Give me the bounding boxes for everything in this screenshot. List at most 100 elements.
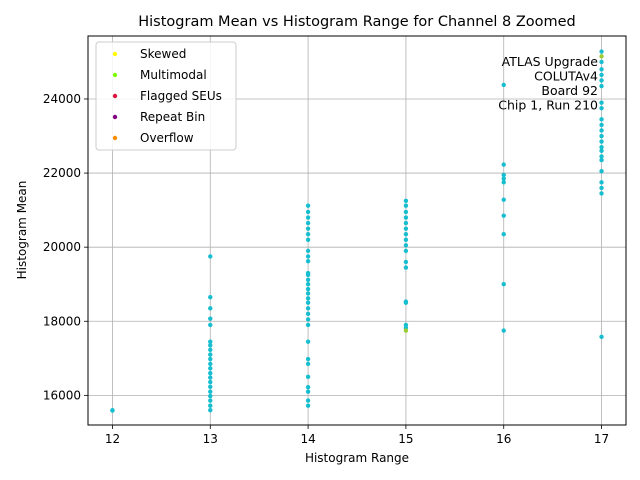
data-point [501, 176, 506, 181]
data-point [208, 407, 213, 413]
data-point [501, 180, 506, 185]
data-point [403, 328, 409, 333]
data-point [501, 162, 506, 167]
data-point [305, 339, 311, 344]
data-point [403, 209, 409, 215]
data-point [305, 259, 311, 264]
x-axis-label: Histogram Range [305, 451, 409, 465]
plot-frame [87, 35, 627, 426]
y-axis-ticks: 16000 18000 20000 22000 24000 [43, 92, 88, 402]
data-point [599, 180, 604, 185]
data-point [403, 265, 409, 270]
legend-marker [112, 51, 118, 57]
data-point [599, 144, 604, 150]
data-point [599, 154, 604, 159]
data-point [403, 259, 409, 265]
data-points [110, 49, 604, 413]
x-tick-label: 15 [398, 432, 413, 446]
data-point [599, 148, 604, 154]
annotation-line: COLUTAv4 [534, 69, 598, 84]
data-point [208, 398, 213, 403]
data-point [599, 157, 604, 163]
data-point [208, 361, 213, 367]
data-point [208, 347, 213, 352]
legend-marker [112, 72, 118, 78]
legend-box [95, 41, 237, 151]
data-point [599, 122, 604, 128]
data-point [501, 172, 506, 178]
x-tick-label: 14 [300, 432, 315, 446]
data-point [305, 203, 311, 208]
data-point [305, 306, 311, 311]
data-point [305, 215, 311, 220]
data-point [501, 197, 506, 202]
legend: Skewed Multimodal Flagged SEUs Repeat Bin Ov… [95, 41, 237, 151]
annotation-line: ATLAS Upgrade [502, 54, 599, 69]
legend-entry: Flagged SEUs [140, 89, 222, 103]
x-tick-label: 16 [496, 432, 511, 446]
data-point [599, 133, 604, 139]
x-tick-label: 13 [203, 432, 218, 446]
data-point [208, 343, 213, 348]
data-point [305, 209, 311, 215]
data-point [208, 322, 213, 328]
data-point [305, 322, 311, 328]
data-point [208, 393, 213, 399]
legend-marker [112, 93, 118, 99]
data-point [599, 117, 604, 122]
data-point [208, 384, 213, 390]
data-point [501, 82, 506, 88]
data-point [208, 375, 213, 380]
data-point [599, 54, 604, 59]
data-point [403, 243, 409, 248]
data-point [403, 237, 409, 242]
data-point [501, 213, 506, 218]
data-point [208, 316, 213, 321]
data-point [305, 226, 311, 231]
annotation-line: Board 92 [541, 83, 598, 98]
data-point [599, 169, 604, 174]
data-point [403, 203, 409, 208]
data-point [501, 328, 506, 333]
data-point [599, 139, 604, 144]
data-point [501, 282, 506, 287]
data-point [305, 300, 311, 305]
data-point [305, 270, 311, 276]
data-point [208, 339, 213, 344]
legend-entry: Multimodal [140, 68, 207, 82]
y-axis-label: Histogram Mean [15, 181, 29, 280]
data-point [305, 282, 311, 287]
data-point [208, 379, 213, 385]
legend-entry: Skewed [140, 47, 186, 61]
data-point [208, 294, 213, 300]
data-point [305, 296, 311, 301]
y-tick-label: 22000 [43, 166, 81, 180]
data-point [599, 334, 604, 340]
data-point [599, 106, 604, 111]
data-point [305, 374, 311, 380]
data-point [305, 317, 311, 322]
y-tick-label: 20000 [43, 240, 81, 254]
data-point [110, 407, 115, 413]
data-point [305, 237, 311, 242]
data-point [599, 59, 604, 65]
data-point [403, 220, 409, 226]
x-tick-label: 12 [105, 432, 120, 446]
data-point [305, 403, 311, 408]
data-point [305, 232, 311, 237]
data-point [305, 398, 311, 403]
data-point [403, 232, 409, 237]
legend-entry: Overflow [140, 131, 194, 145]
data-point [305, 277, 311, 282]
legend-entry: Repeat Bin [140, 110, 205, 124]
data-point [208, 254, 213, 259]
data-point [208, 403, 213, 408]
data-point [403, 226, 409, 231]
chart-title: Histogram Mean vs Histogram Range for Ch… [138, 14, 576, 30]
data-point [599, 185, 604, 191]
data-point [208, 356, 213, 362]
legend-marker [112, 135, 118, 141]
data-point [305, 361, 311, 367]
data-point [305, 385, 311, 390]
